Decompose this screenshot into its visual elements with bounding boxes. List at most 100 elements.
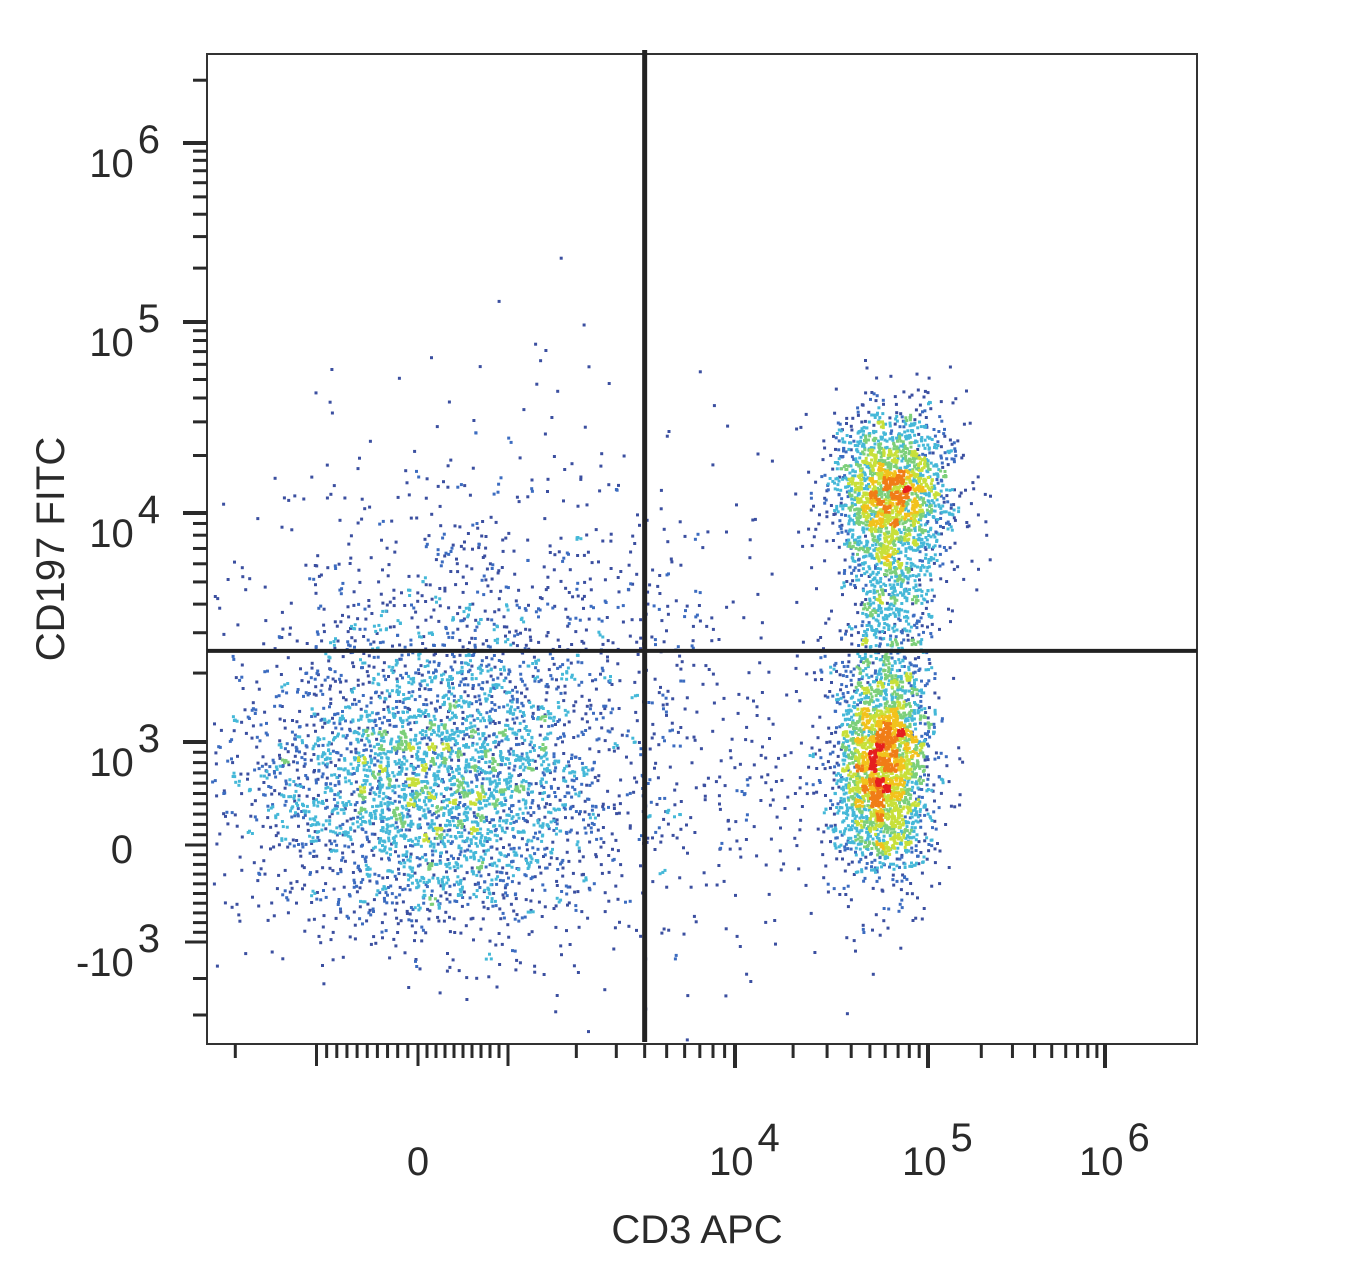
event-dot: [556, 638, 560, 642]
event-dot: [924, 493, 928, 497]
event-dot: [481, 769, 485, 773]
event-dot: [458, 767, 461, 771]
event-dot: [667, 808, 671, 812]
event-dot: [483, 738, 487, 742]
event-dot: [280, 525, 284, 529]
event-dot: [337, 758, 341, 762]
event-dot: [832, 887, 836, 891]
event-dot: [488, 760, 492, 764]
event-dot: [336, 639, 340, 643]
event-dot: [377, 683, 381, 687]
event-dot: [618, 679, 622, 683]
event-dot: [814, 480, 818, 484]
event-dot: [592, 761, 596, 765]
event-dot: [652, 732, 656, 736]
event-dot: [626, 729, 630, 733]
event-dot: [939, 478, 943, 482]
event-dot: [413, 843, 417, 847]
event-dot: [440, 752, 444, 755]
event-dot: [617, 794, 621, 798]
event-dot: [913, 527, 917, 530]
event-dot: [843, 558, 847, 562]
event-dot: [540, 755, 544, 759]
event-dot: [437, 919, 441, 923]
event-dot: [658, 574, 662, 577]
event-dot: [866, 590, 870, 594]
event-dot: [476, 822, 480, 826]
event-dot: [833, 823, 837, 827]
event-dot: [597, 774, 601, 778]
event-dot: [316, 736, 320, 740]
event-dot: [323, 678, 327, 682]
event-dot: [264, 762, 268, 766]
event-dot: [528, 910, 532, 914]
event-dot: [518, 961, 522, 965]
event-dot: [944, 755, 948, 759]
event-dot: [866, 833, 870, 837]
event-dot: [661, 703, 665, 707]
event-dot: [373, 832, 377, 836]
event-dot: [368, 769, 372, 773]
event-dot: [847, 660, 851, 664]
event-dot: [477, 711, 481, 715]
event-dot: [864, 645, 868, 649]
event-dot: [929, 578, 933, 582]
event-dot: [432, 660, 436, 664]
event-dot: [497, 608, 501, 612]
event-dot: [785, 693, 789, 697]
event-dot: [341, 955, 345, 959]
event-dot: [448, 828, 452, 832]
event-dot: [387, 675, 390, 678]
event-dot: [920, 917, 924, 921]
event-dot: [816, 638, 820, 642]
event-dot: [827, 726, 831, 730]
event-dot: [927, 561, 931, 565]
event-dot: [352, 816, 355, 820]
event-dot: [391, 707, 395, 711]
event-dot: [348, 894, 352, 898]
event-dot: [878, 861, 882, 865]
event-dot: [409, 875, 412, 879]
event-dot: [522, 719, 526, 723]
event-dot: [546, 602, 550, 606]
event-dot: [926, 733, 929, 737]
event-dot: [312, 753, 316, 756]
event-dot: [246, 831, 250, 834]
event-dot: [812, 752, 815, 756]
event-dot: [402, 762, 406, 766]
event-dot: [897, 547, 901, 551]
event-dot: [563, 803, 567, 807]
event-dot: [863, 473, 867, 477]
event-dot: [439, 564, 443, 568]
event-dot: [297, 824, 300, 828]
event-dot: [392, 724, 396, 728]
event-dot: [469, 849, 473, 853]
event-dot: [515, 603, 519, 607]
event-dot: [434, 558, 438, 562]
event-dot: [369, 556, 373, 560]
event-dot: [898, 865, 901, 869]
event-dot: [433, 777, 437, 781]
event-dot: [558, 829, 562, 833]
event-dot: [925, 569, 929, 573]
event-dot: [530, 489, 534, 493]
event-dot: [917, 474, 921, 478]
event-dot: [458, 683, 462, 687]
event-dot: [505, 718, 509, 722]
event-dot: [445, 864, 449, 868]
event-dot: [840, 455, 844, 459]
event-dot: [944, 823, 948, 826]
event-dot: [339, 753, 343, 757]
event-dot: [506, 703, 510, 707]
event-dot: [240, 868, 244, 872]
event-dot: [333, 564, 337, 568]
event-dot: [317, 934, 321, 938]
event-dot: [523, 695, 527, 699]
event-dot: [412, 680, 416, 684]
event-dot: [321, 823, 325, 827]
event-dot: [494, 943, 498, 947]
event-dot: [913, 418, 917, 422]
event-dot: [424, 545, 428, 549]
event-dot: [437, 663, 441, 667]
event-dot: [907, 668, 911, 672]
